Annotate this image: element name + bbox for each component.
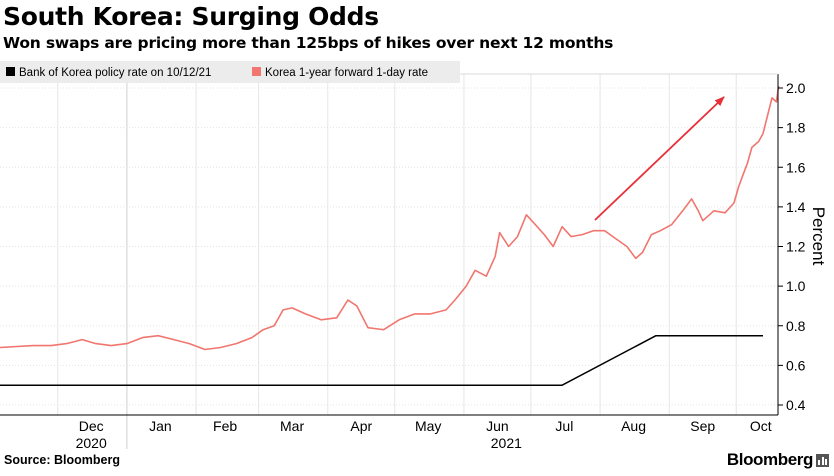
- x-tick-label: Mar: [280, 418, 304, 434]
- y-tick-label: 1.4: [786, 199, 806, 215]
- x-tick-label: Jun: [486, 418, 509, 434]
- year-label: 2020: [76, 435, 107, 451]
- bar-chart-icon: [816, 453, 829, 467]
- x-tick-label: Feb: [213, 418, 237, 434]
- y-tick-label: 0.8: [786, 318, 806, 334]
- legend-background: [0, 61, 460, 83]
- chart-title: South Korea: Surging Odds: [3, 2, 379, 31]
- source-note: Source: Bloomberg: [4, 453, 120, 467]
- x-tick-label: May: [415, 418, 441, 434]
- line-chart: 2.0 1.8 1.6 1.4 1.2 1.0 0.8 0.6 0.4 Percent Dec Jan…: [0, 61, 828, 451]
- legend-swatch: [252, 67, 261, 76]
- legend-label: Korea 1-year forward 1-day rate: [265, 67, 428, 79]
- y-tick-label: 1.2: [786, 239, 806, 255]
- series-line-forward-rate: [0, 85, 780, 351]
- x-tick-label: Aug: [621, 418, 646, 434]
- y-tick-label: 1.6: [786, 159, 806, 175]
- legend-label: Bank of Korea policy rate on 10/12/21: [19, 67, 211, 79]
- y-tick-label: 1.8: [786, 120, 806, 136]
- chart-area: 2.0 1.8 1.6 1.4 1.2 1.0 0.8 0.6 0.4 Percent Dec Jan…: [0, 58, 834, 471]
- chart-subtitle: Won swaps are pricing more than 125bps o…: [3, 34, 614, 52]
- x-tick-label: Apr: [350, 418, 372, 434]
- x-tick-label: Dec: [79, 418, 104, 434]
- brand-name: Bloomberg: [726, 450, 814, 469]
- trend-arrow: [594, 96, 725, 221]
- x-tick-label: Jan: [149, 418, 172, 434]
- y-tick-label: 1.0: [786, 278, 806, 294]
- x-tick-label: Sep: [690, 418, 715, 434]
- y-tick-label: 0.4: [786, 397, 806, 413]
- legend: Bank of Korea policy rate on 10/12/21 Kor…: [0, 61, 460, 83]
- x-tick-label: Oct: [750, 418, 772, 434]
- y-tick-label: 2.0: [786, 80, 806, 96]
- y-axis-label: Percent: [809, 207, 828, 266]
- y-tick-label: 0.6: [786, 357, 806, 373]
- brand-logo: Bloomberg: [727, 450, 829, 470]
- series-line-policy-rate: [0, 334, 763, 386]
- year-label: 2021: [491, 435, 522, 451]
- legend-swatch: [6, 67, 15, 76]
- x-tick-label: Jul: [555, 418, 573, 434]
